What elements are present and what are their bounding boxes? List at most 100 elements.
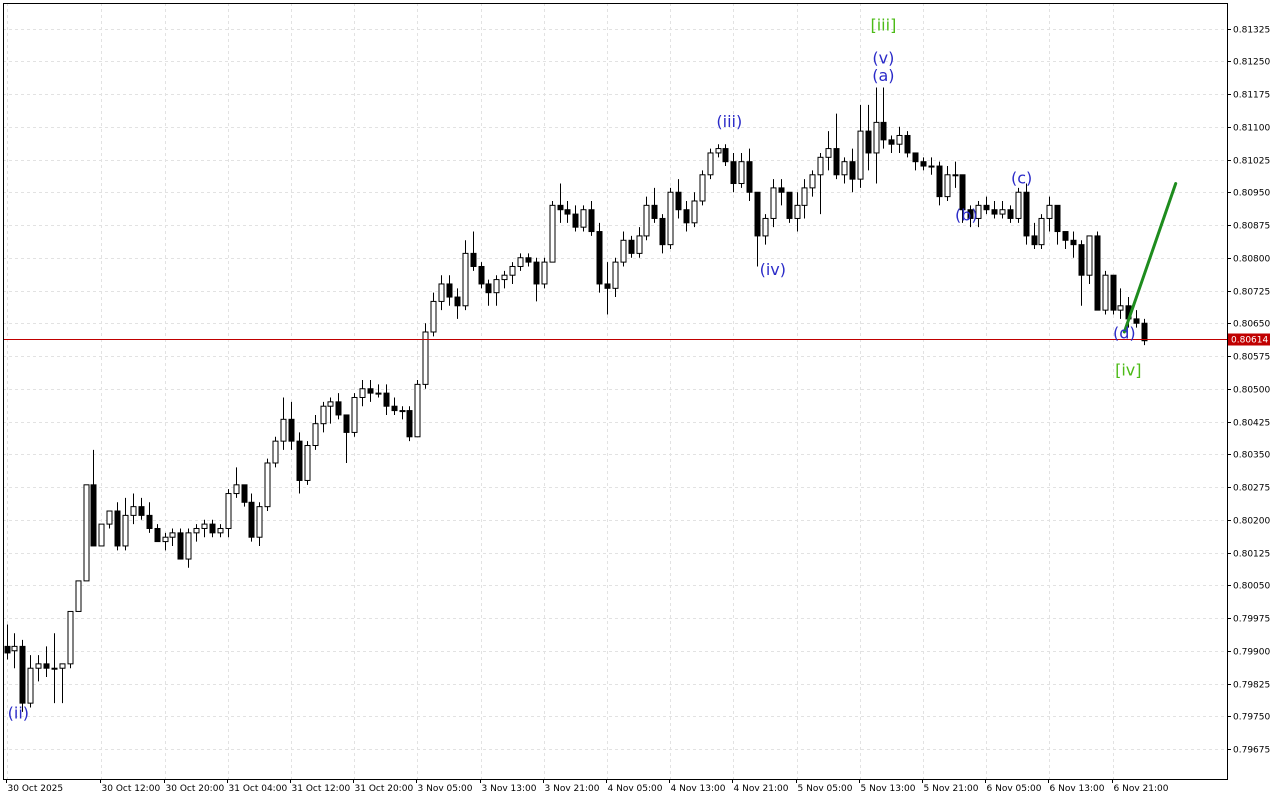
- candle: [327, 397, 334, 424]
- candle-body-bull: [580, 209, 587, 228]
- candle-body-bear: [865, 130, 872, 154]
- candle: [122, 497, 129, 551]
- candle: [533, 257, 540, 302]
- candle-body-bull: [106, 510, 113, 525]
- candle: [1046, 196, 1053, 232]
- candle: [1023, 183, 1030, 245]
- candle-body-bull: [667, 191, 674, 246]
- y-tick-label: 0.79750: [1233, 713, 1270, 723]
- candle: [138, 497, 145, 520]
- x-tick-label: 4 Nov 21:00: [734, 784, 789, 794]
- x-tick-label: 6 Nov 13:00: [1050, 784, 1105, 794]
- candle: [557, 183, 564, 223]
- candle-body-bull: [691, 200, 698, 224]
- candle-body-bull: [857, 130, 864, 180]
- candle-body-bull: [193, 527, 200, 534]
- candle: [865, 104, 872, 171]
- candle: [98, 523, 105, 547]
- candle-body-bear: [778, 187, 785, 193]
- candle: [912, 152, 919, 171]
- y-tick-label: 0.80125: [1233, 550, 1270, 560]
- candle-body-bear: [43, 663, 50, 669]
- candle-body-bear: [675, 191, 682, 211]
- candle: [193, 524, 200, 542]
- candle-body-bull: [51, 667, 58, 670]
- candle: [880, 87, 887, 149]
- candle-body-bear: [722, 148, 729, 163]
- candle-body-bull: [75, 580, 82, 612]
- plot-area: [3, 3, 1227, 779]
- candle-body-bear: [904, 134, 911, 154]
- x-tick-label: 30 Oct 2025: [8, 784, 64, 794]
- x-tick-label: 4 Nov 05:00: [608, 784, 663, 794]
- candle: [738, 152, 745, 188]
- candle: [35, 655, 42, 682]
- y-tick-label: 0.79675: [1233, 746, 1270, 756]
- candle-body-bull: [896, 134, 903, 145]
- candle: [454, 288, 461, 319]
- y-tick-label: 0.80425: [1233, 419, 1270, 429]
- candle: [177, 528, 184, 560]
- candle-body-bull: [549, 204, 556, 263]
- y-tick-label: 0.80050: [1233, 582, 1270, 592]
- candle-body-bear: [912, 152, 919, 163]
- candle-body-bull: [312, 423, 319, 447]
- candle-body-bear: [557, 204, 564, 211]
- candle: [936, 161, 943, 206]
- candle-body-bear: [1062, 231, 1069, 241]
- candle: [335, 393, 342, 420]
- candle-body-bull: [1117, 305, 1124, 311]
- candle-body-bull: [707, 152, 714, 176]
- candle: [146, 502, 153, 533]
- candle-body-bull: [509, 265, 516, 276]
- candle: [114, 502, 121, 551]
- candle: [462, 240, 469, 311]
- candle-body-bear: [604, 283, 611, 289]
- candle: [75, 580, 82, 612]
- current-price-label: 0.80614: [1231, 336, 1268, 346]
- candle-body-bull: [264, 462, 271, 508]
- candle: [794, 192, 801, 232]
- candle: [1031, 222, 1038, 250]
- candle: [1007, 205, 1014, 223]
- candle: [422, 323, 429, 389]
- candle-body-bear: [564, 209, 571, 215]
- candle: [683, 200, 690, 232]
- candle: [944, 166, 951, 201]
- candle-body-bear: [1094, 235, 1101, 311]
- candle: [1133, 310, 1140, 328]
- candle: [857, 104, 864, 188]
- candle-body-bull: [620, 239, 627, 263]
- candle: [612, 257, 619, 298]
- candle-body-bear: [683, 209, 690, 224]
- candle-body-bull: [462, 252, 469, 307]
- candle: [1070, 231, 1077, 258]
- x-tick-label: 3 Nov 13:00: [482, 784, 537, 794]
- wave-label: (a): [872, 66, 894, 85]
- candle: [952, 161, 959, 188]
- candle: [715, 144, 722, 158]
- candle-body-bear: [1031, 235, 1038, 246]
- candle-body-bull: [699, 174, 706, 202]
- candle: [43, 646, 50, 677]
- y-tick-label: 0.80200: [1233, 517, 1270, 527]
- candle-body-bear: [470, 252, 477, 267]
- candle-body-bull: [27, 667, 34, 704]
- candle-body-bull: [999, 209, 1006, 215]
- candle-body-bull: [185, 532, 192, 560]
- candle: [833, 113, 840, 180]
- candle-body-bull: [517, 257, 524, 267]
- candle-body-bull: [841, 161, 848, 176]
- candle: [375, 384, 382, 398]
- candle-body-bull: [35, 663, 42, 669]
- x-tick-label: 30 Oct 20:00: [166, 784, 225, 794]
- candle-body-bull: [975, 204, 982, 219]
- candle: [620, 231, 627, 267]
- candle-body-bear: [177, 532, 184, 560]
- projection-line: [1122, 182, 1178, 334]
- candle-body-bull: [98, 523, 105, 547]
- y-tick-label: 0.80650: [1233, 320, 1270, 330]
- candle-body-bull: [304, 445, 311, 481]
- candle: [391, 397, 398, 415]
